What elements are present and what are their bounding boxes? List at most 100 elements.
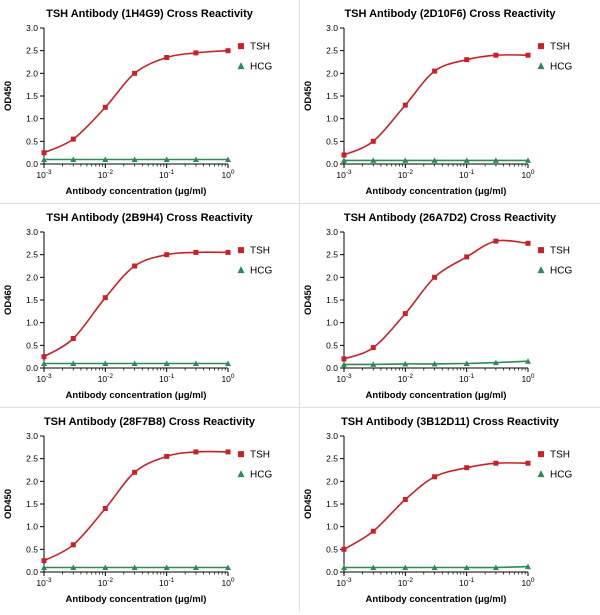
- hcg-marker: [525, 358, 531, 364]
- hcg-marker: [70, 564, 77, 570]
- y-tick-label: 3.0: [326, 431, 338, 441]
- y-tick-label: 1.0: [26, 318, 38, 328]
- x-tick-label: 100: [221, 169, 234, 180]
- hcg-marker: [70, 360, 77, 366]
- chart-panel: TSH Antibody (2B9H4) Cross Reactivity 0.…: [0, 204, 300, 408]
- y-axis-label: OD450: [303, 489, 314, 519]
- hcg-marker: [525, 157, 531, 163]
- legend-hcg-marker: [237, 266, 245, 274]
- chart-plot: 0.0 0.5 1.0 1.5 2.0 2.5 3.0 10-3 10-2 10-1 100 Anti…: [0, 22, 300, 202]
- y-tick-label: 1.5: [326, 499, 338, 509]
- y-tick-label: 0.5: [326, 136, 338, 146]
- y-tick-label: 3.0: [26, 227, 38, 237]
- y-tick-label: 1.5: [26, 499, 38, 509]
- x-tick-label: 10-1: [159, 169, 175, 180]
- x-axis-label: Antibody concentration (μg/ml): [66, 390, 207, 401]
- hcg-marker: [492, 359, 499, 366]
- y-tick-label: 2.5: [326, 454, 338, 464]
- hcg-marker: [70, 156, 77, 162]
- y-tick-label: 1.5: [326, 295, 338, 305]
- legend-tsh-label: TSH: [250, 450, 270, 461]
- tsh-marker: [525, 460, 531, 466]
- y-tick-label: 3.0: [326, 227, 338, 237]
- hcg-marker: [431, 360, 438, 367]
- legend-tsh-marker: [238, 451, 244, 458]
- hcg-marker: [525, 563, 531, 570]
- hcg-marker: [370, 157, 377, 163]
- chart-title: TSH Antibody (28F7B8) Cross Reactivity: [43, 416, 256, 428]
- tsh-marker: [193, 50, 199, 56]
- hcg-marker: [341, 157, 347, 163]
- y-tick-label: 0.5: [26, 544, 38, 554]
- y-tick-label: 2.0: [26, 68, 38, 78]
- x-axis-label: Antibody concentration (μg/ml): [66, 186, 207, 197]
- hcg-marker: [431, 564, 438, 570]
- chart-title: TSH Antibody (2D10F6) Cross Reactivity: [344, 8, 556, 20]
- tsh-marker: [102, 295, 108, 301]
- hcg-marker: [163, 564, 170, 570]
- hcg-marker: [225, 360, 231, 366]
- y-tick-label: 0.5: [326, 340, 338, 350]
- x-tick-label: 10-1: [459, 577, 475, 588]
- tsh-marker: [370, 528, 376, 534]
- tsh-marker: [102, 506, 108, 511]
- y-tick-label: 0.0: [26, 159, 38, 169]
- hcg-marker: [163, 156, 170, 162]
- hcg-marker: [102, 564, 109, 570]
- tsh-marker: [132, 469, 138, 475]
- hcg-marker: [192, 360, 199, 366]
- hcg-marker: [102, 360, 109, 366]
- y-tick-label: 1.5: [26, 295, 38, 305]
- tsh-marker: [193, 449, 199, 455]
- hcg-marker: [131, 564, 138, 570]
- chart-plot: 0.0 0.5 1.0 1.5 2.0 2.5 3.0 10-3 10-2 10-1 100 Anti…: [0, 226, 300, 406]
- hcg-marker: [402, 360, 409, 367]
- legend-tsh-label: TSH: [250, 42, 270, 53]
- tsh-marker: [464, 254, 470, 260]
- tsh-marker: [41, 150, 47, 156]
- tsh-marker: [370, 345, 376, 351]
- tsh-marker: [41, 558, 47, 564]
- tsh-marker: [341, 546, 347, 552]
- chart-svg: 0.0 0.5 1.0 1.5 2.0 2.5 3.0 10-3 10-2 10-1 100 Anti…: [3, 227, 272, 401]
- x-tick-label: 10-2: [98, 169, 114, 180]
- y-tick-label: 2.5: [326, 46, 338, 56]
- y-tick-label: 2.0: [326, 476, 338, 486]
- chart-svg: 0.0 0.5 1.0 1.5 2.0 2.5 3.0 10-3 10-2 10-1 100 Anti…: [303, 431, 572, 605]
- y-tick-label: 0.0: [26, 567, 38, 577]
- tsh-marker: [402, 311, 408, 317]
- x-tick-label: 10-2: [398, 169, 414, 180]
- tsh-marker: [193, 249, 199, 255]
- x-tick-label: 100: [521, 577, 534, 588]
- tsh-marker: [432, 274, 438, 280]
- hcg-marker: [463, 564, 470, 570]
- tsh-curve: [343, 239, 529, 360]
- x-tick-label: 10-2: [98, 577, 114, 588]
- chart-panel: TSH Antibody (1H4G9) Cross Reactivity 0.…: [0, 0, 300, 204]
- tsh-marker: [493, 460, 499, 466]
- tsh-marker: [164, 453, 170, 459]
- chart-title: TSH Antibody (26A7D2) Cross Reactivity: [343, 212, 557, 224]
- tsh-marker: [464, 465, 470, 471]
- legend-tsh-label: TSH: [550, 42, 570, 53]
- hcg-marker: [341, 361, 347, 367]
- legend-tsh-marker: [238, 247, 244, 254]
- tsh-marker: [70, 336, 76, 341]
- y-axis-label: OD450: [3, 81, 14, 111]
- legend-tsh-label: TSH: [550, 246, 570, 257]
- x-axis-label: Antibody concentration (μg/ml): [366, 186, 507, 197]
- legend-hcg-marker: [537, 470, 545, 478]
- y-tick-label: 3.0: [26, 23, 38, 33]
- tsh-marker: [432, 68, 438, 74]
- legend-tsh-marker: [538, 247, 544, 254]
- tsh-marker: [402, 102, 408, 108]
- x-tick-label: 100: [221, 373, 234, 384]
- legend-hcg-label: HCG: [250, 62, 272, 73]
- hcg-marker: [131, 156, 138, 162]
- legend-hcg-label: HCG: [250, 266, 272, 277]
- tsh-marker: [525, 240, 531, 246]
- tsh-marker: [41, 354, 47, 360]
- y-tick-label: 1.0: [26, 114, 38, 124]
- legend-hcg-label: HCG: [550, 266, 572, 277]
